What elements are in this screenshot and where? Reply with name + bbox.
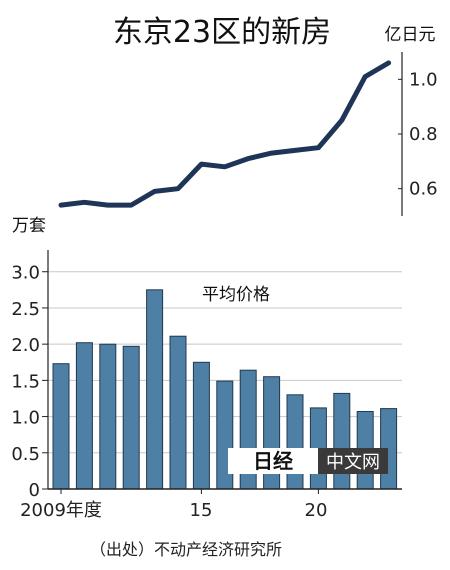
bar-x-tick-label: 2009年度: [20, 500, 102, 521]
bar-y-tick-label: 1.0: [11, 408, 40, 429]
bar-y-ticks: 3.0 2.5 2.0 1.5 1.0 0.5 0: [11, 263, 48, 501]
bar-x-tick-label: 15: [190, 500, 213, 521]
bar-y-tick-label: 2.0: [11, 335, 40, 356]
line-y-ticks: 1.0 0.8 0.6: [398, 69, 438, 200]
bar-x-tick-label: 20: [305, 500, 328, 521]
bar-2019: [286, 394, 304, 490]
bar-y-tick-label: 1.5: [11, 371, 40, 392]
price-line: [58, 60, 392, 208]
bar-x-ticks: 2009年度 15 20: [20, 489, 327, 521]
line-unit-label: 亿日元: [385, 25, 436, 45]
watermark-label: 中文网: [326, 452, 380, 473]
source-note: （出处）不动产经济研究所: [90, 540, 282, 559]
bar-y-tick-label: 0.5: [11, 444, 40, 465]
watermark-logo-bg: [228, 448, 318, 474]
bar-2021: [333, 392, 351, 490]
bar-y-tick-label: 0: [29, 480, 40, 501]
bar-2011: [99, 343, 117, 490]
line-y-tick-label: 0.8: [409, 124, 438, 145]
chart-title: 东京23区的新房: [113, 15, 331, 50]
watermark: 日经 中文网: [228, 448, 388, 474]
bar-2009: [52, 363, 70, 490]
bar-2015: [192, 361, 210, 490]
line-y-tick-label: 0.6: [409, 179, 438, 200]
bar-2010: [75, 342, 93, 490]
bar-y-tick-label: 3.0: [11, 263, 40, 284]
bar-2014: [169, 335, 187, 490]
line-y-tick-label: 1.0: [409, 69, 438, 90]
watermark-logo: 日经: [253, 449, 293, 473]
series-label: 平均价格: [202, 285, 270, 305]
bar-2012: [122, 345, 140, 490]
bar-unit-label: 万套: [12, 216, 46, 236]
bar-2013: [146, 289, 164, 490]
bar-y-tick-label: 2.5: [11, 299, 40, 320]
watermark-label-bg: [318, 448, 388, 474]
